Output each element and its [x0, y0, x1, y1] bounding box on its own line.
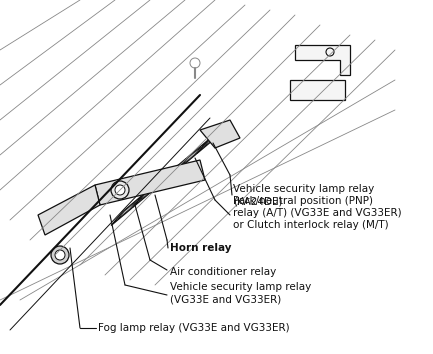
Polygon shape [132, 176, 165, 207]
Polygon shape [197, 122, 229, 154]
Circle shape [55, 250, 65, 260]
Polygon shape [204, 129, 223, 147]
Circle shape [111, 181, 129, 199]
Circle shape [115, 185, 125, 195]
Polygon shape [200, 120, 240, 148]
Polygon shape [95, 160, 205, 205]
Text: Park/neutral position (PNP)
relay (A/T) (VG33E and VG33ER)
or Clutch interlock r: Park/neutral position (PNP) relay (A/T) … [233, 196, 402, 230]
Text: Fog lamp relay (VG33E and VG33ER): Fog lamp relay (VG33E and VG33ER) [98, 323, 290, 333]
Polygon shape [154, 159, 186, 190]
Polygon shape [175, 141, 208, 172]
Polygon shape [111, 194, 143, 225]
Polygon shape [139, 183, 158, 201]
Polygon shape [295, 45, 350, 75]
Text: Air conditioner relay: Air conditioner relay [170, 267, 276, 277]
Text: Horn relay: Horn relay [170, 243, 232, 253]
Polygon shape [182, 147, 201, 165]
Circle shape [51, 246, 69, 264]
Polygon shape [290, 80, 345, 100]
Polygon shape [38, 185, 100, 235]
Polygon shape [117, 201, 137, 219]
Circle shape [190, 58, 200, 68]
Polygon shape [160, 165, 180, 183]
Text: Vehicle security lamp relay
(VG33E and VG33ER): Vehicle security lamp relay (VG33E and V… [170, 282, 311, 304]
Text: Vehicle security lamp relay
(KA24DE): Vehicle security lamp relay (KA24DE) [233, 184, 374, 206]
